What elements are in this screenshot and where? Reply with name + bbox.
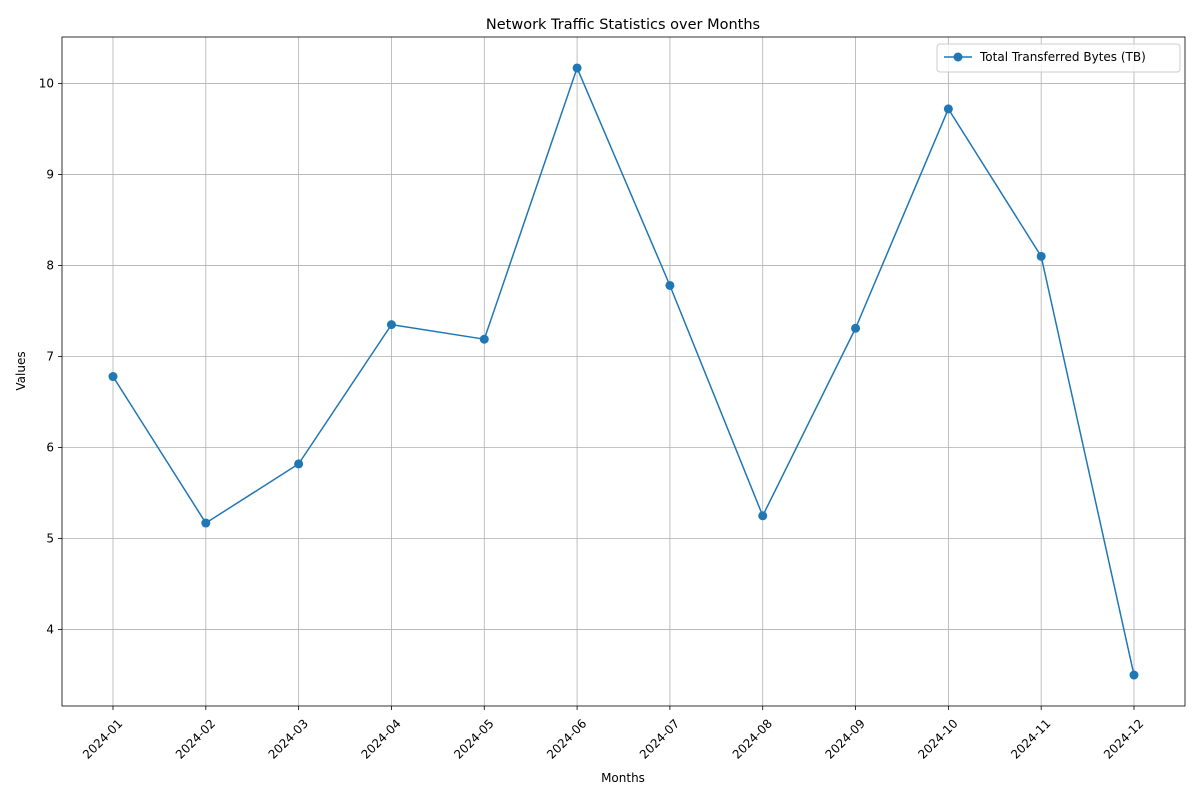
x-tick-label: 2024-06	[544, 716, 589, 761]
data-point	[294, 459, 304, 469]
y-tick-label: 10	[39, 76, 54, 90]
y-tick-label: 9	[46, 167, 54, 181]
x-tick-label: 2024-07	[637, 716, 682, 761]
chart-title: Network Traffic Statistics over Months	[486, 17, 760, 33]
legend-box	[936, 43, 1181, 73]
y-tick-label: 5	[46, 532, 54, 546]
series-line	[112, 67, 1135, 676]
legend-marker	[953, 52, 963, 62]
x-tick-label: 2024-08	[730, 716, 775, 761]
legend-series-label: Total Transferred Bytes (TB)	[979, 50, 1146, 64]
axes	[58, 36, 1186, 710]
x-tick-label: 2024-03	[266, 716, 311, 761]
y-tick-label: 8	[46, 258, 54, 272]
data-point	[386, 320, 396, 330]
data-point	[758, 511, 768, 521]
data-point	[665, 280, 675, 290]
x-tick-label: 2024-01	[80, 716, 125, 761]
data-point	[1129, 670, 1139, 680]
x-tick-label: 2024-12	[1101, 716, 1146, 761]
data-point	[851, 323, 861, 333]
grid-lines	[62, 37, 1185, 706]
y-tick-label: 4	[46, 623, 54, 637]
data-point	[201, 518, 211, 528]
x-tick-label: 2024-02	[173, 716, 218, 761]
legend: Total Transferred Bytes (TB)	[936, 43, 1181, 73]
y-axis-label: Values	[14, 351, 28, 390]
data-point	[1036, 251, 1046, 261]
tick-labels: 2024-01 2024-02 2024-03 2024-04 2024-05 2024-…	[39, 76, 1147, 761]
y-tick-label: 7	[46, 349, 54, 363]
plot-frame	[61, 36, 1186, 707]
data-point	[108, 372, 118, 382]
x-axis-label: Months	[601, 771, 645, 785]
x-tick-label: 2024-11	[1008, 716, 1053, 761]
data-point	[572, 63, 582, 73]
data-point	[479, 334, 489, 344]
x-tick-label: 2024-05	[451, 716, 496, 761]
series-layer	[108, 63, 1139, 680]
x-tick-label: 2024-09	[823, 716, 868, 761]
data-point	[943, 104, 953, 114]
x-tick-label: 2024-04	[358, 716, 403, 761]
y-tick-label: 6	[46, 441, 54, 455]
x-tick-label: 2024-10	[915, 716, 960, 761]
